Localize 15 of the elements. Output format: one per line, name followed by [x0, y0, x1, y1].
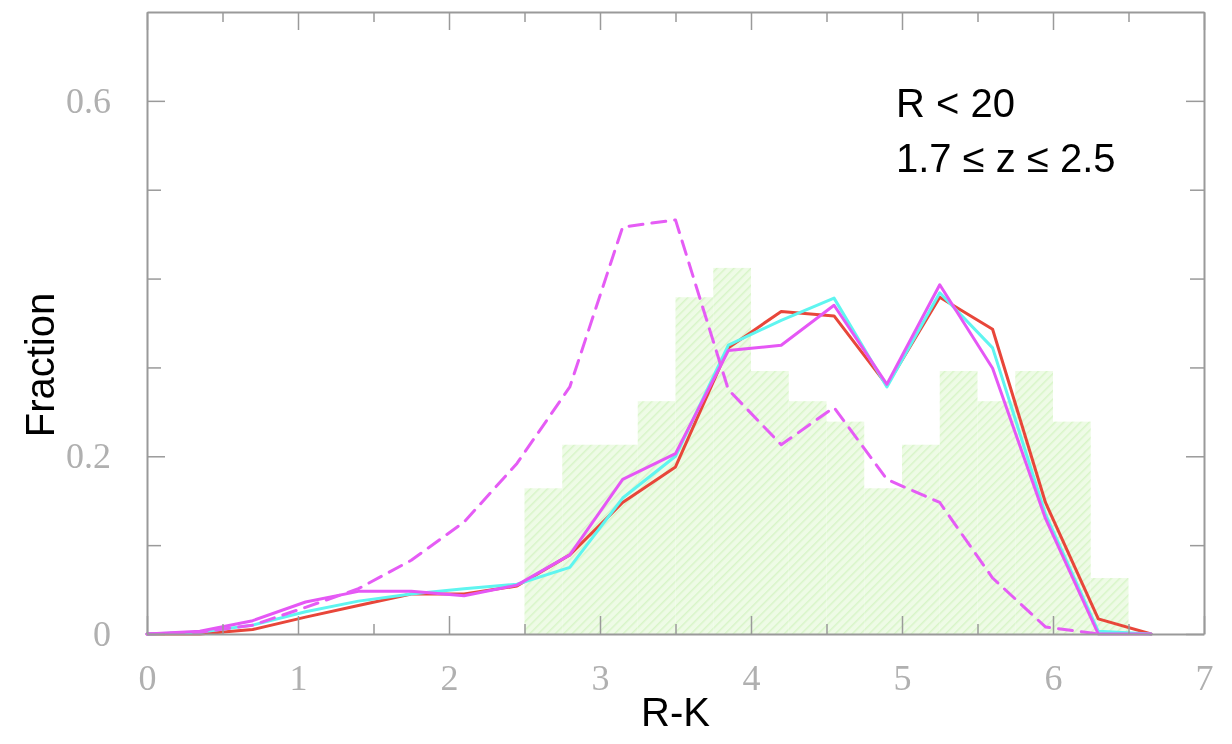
y-axis-title: Fraction [18, 292, 62, 438]
annotation: R < 20 [896, 81, 1015, 125]
x-tick-label: 4 [742, 657, 761, 698]
x-tick-label: 0 [138, 657, 157, 698]
x-axis-title: R-K [641, 690, 711, 734]
y-tick-label: 0 [93, 614, 111, 655]
x-tick-label: 5 [893, 657, 912, 698]
x-tick-label: 2 [440, 657, 459, 698]
annotation: 1.7 ≤ z ≤ 2.5 [896, 136, 1116, 180]
x-tick-label: 6 [1044, 657, 1063, 698]
y-tick-label: 0.2 [66, 436, 111, 477]
x-tick-label: 1 [289, 657, 308, 698]
x-tick-label: 3 [591, 657, 610, 698]
x-tick-label: 7 [1195, 657, 1214, 698]
y-tick-label: 0.6 [66, 80, 111, 121]
